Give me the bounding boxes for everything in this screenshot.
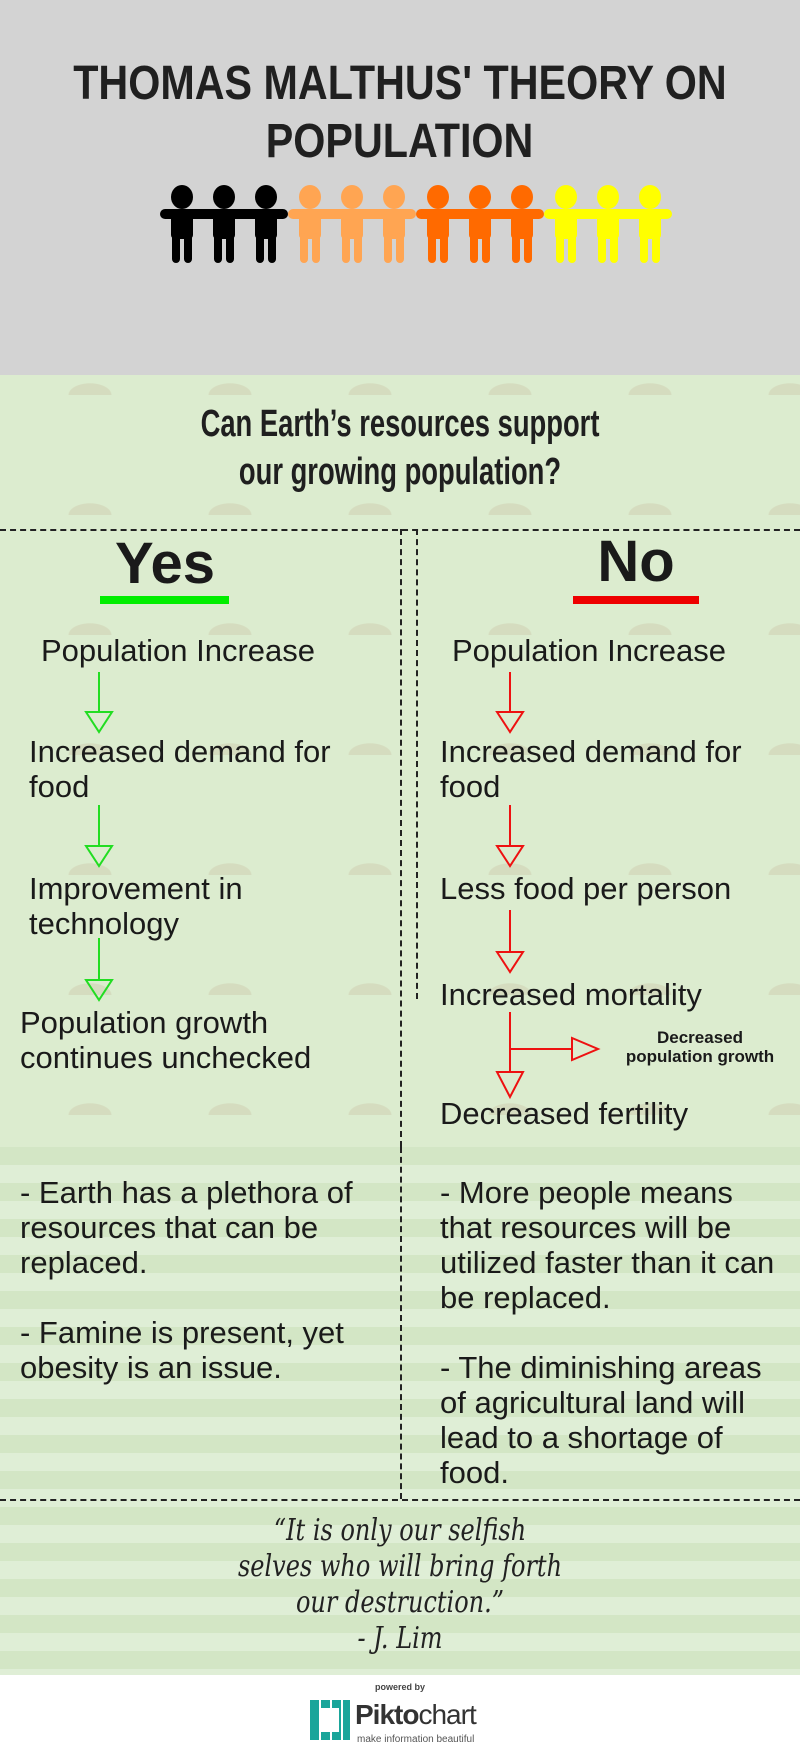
person-group-icon [288, 185, 416, 263]
piktochart-brand[interactable]: Piktochart [355, 1699, 477, 1731]
yes-step: Increased demand for food [29, 734, 331, 804]
no-step: Population Increase [452, 633, 727, 668]
title-line-1: Thomas Malthus' Theory on [0, 56, 800, 112]
quote-line: selves who will bring forth [237, 1549, 563, 1584]
no-step: Increased mortality [440, 977, 702, 1012]
arrow-down-icon [84, 805, 114, 868]
no-step: Increased demand for food [440, 734, 742, 804]
quote-author: - J. Lim [357, 1621, 443, 1656]
powered-by: powered by [374, 1682, 425, 1692]
quote-line: our destruction.” [295, 1585, 505, 1620]
no-step: Less food per person [440, 871, 732, 906]
people-icon-row [160, 185, 672, 263]
quote-line: “It is only our selfish [273, 1513, 527, 1548]
no-argument: - The diminishing areas of agricultural … [440, 1350, 762, 1490]
brand-part: chart [418, 1699, 476, 1730]
no-heading: No [597, 529, 675, 594]
footer [0, 1675, 800, 1754]
divider [416, 529, 418, 999]
person-group-icon [160, 185, 288, 263]
arrow-branch-icon [495, 1012, 601, 1100]
yes-argument: - Earth has a plethora of resources that… [20, 1175, 353, 1280]
question-line-2: our growing population? [238, 451, 562, 493]
yes-underline [100, 596, 229, 604]
flow-arrows [84, 672, 601, 1100]
divider [0, 1499, 800, 1501]
arrow-down-icon [84, 938, 114, 1002]
title-line-2: Population [0, 114, 800, 170]
yes-step: Population growth continues unchecked [20, 1005, 312, 1075]
no-argument: - More people means that resources will … [440, 1175, 775, 1315]
divider [400, 529, 402, 1147]
person-group-icon [544, 185, 672, 263]
title-text: Thomas Malthus' Theory on [73, 57, 727, 110]
arrow-down-icon [495, 672, 525, 734]
yes-step: Population Increase [41, 633, 316, 668]
arrow-down-icon [495, 910, 525, 974]
brand-part: Pikto [355, 1699, 419, 1730]
person-group-icon [416, 185, 544, 263]
title-text: Population [266, 115, 534, 168]
arrow-down-icon [495, 805, 525, 868]
divider [400, 1147, 402, 1499]
arrow-down-icon [84, 672, 114, 734]
piktochart-logo-icon [310, 1700, 350, 1740]
tagline: make information beautiful [357, 1734, 475, 1745]
no-step: Decreased fertility [440, 1096, 689, 1131]
yes-argument: - Famine is present, yet obesity is an i… [20, 1315, 344, 1385]
branch-label: Decreased population growth [625, 1028, 775, 1066]
yes-step: Improvement in technology [29, 871, 243, 941]
question-line-1: Can Earth’s resources support [200, 403, 600, 445]
no-underline [573, 596, 699, 604]
yes-heading: Yes [115, 531, 215, 596]
